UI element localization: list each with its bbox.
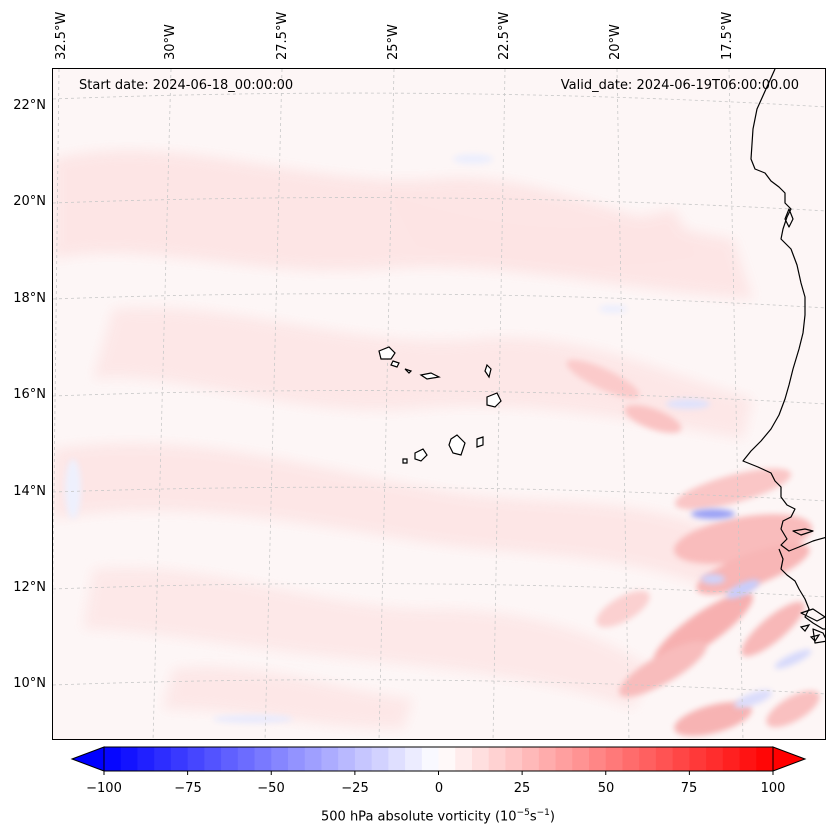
colorbar-segment bbox=[254, 747, 272, 771]
colorbar-segment bbox=[438, 747, 456, 771]
colorbar-segment bbox=[104, 747, 122, 771]
colorbar-segment bbox=[488, 747, 506, 771]
colorbar-segment bbox=[371, 747, 389, 771]
colorbar-segment bbox=[589, 747, 607, 771]
colorbar-segment bbox=[739, 747, 757, 771]
colorbar-segment bbox=[756, 747, 774, 771]
colorbar bbox=[70, 746, 807, 775]
lon-label-30w: 30°W bbox=[163, 24, 178, 60]
colorbar-title-prefix: 500 hPa absolute vorticity (10 bbox=[321, 809, 517, 825]
colorbar-segment bbox=[287, 747, 306, 771]
colorbar-segment bbox=[655, 747, 674, 771]
colorbar-segment bbox=[421, 747, 440, 771]
lat-label-20n: 20°N bbox=[13, 194, 46, 209]
lon-label-32-5w: 32.5°W bbox=[54, 11, 69, 60]
colorbar-segment bbox=[622, 747, 640, 771]
colorbar-segment bbox=[221, 747, 239, 771]
colorbar-title-suffix: ) bbox=[549, 809, 555, 825]
colorbar-segment bbox=[154, 747, 172, 771]
colorbar-segment bbox=[706, 747, 724, 771]
colorbar-segment bbox=[120, 747, 138, 771]
lon-label-22-5w: 22.5°W bbox=[497, 11, 512, 60]
colorbar-segment bbox=[405, 747, 423, 771]
colorbar-segment bbox=[187, 747, 205, 771]
lat-label-10n: 10°N bbox=[13, 676, 46, 691]
colorbar-title: 500 hPa absolute vorticity (10−5s−1) bbox=[238, 808, 638, 824]
colorbar-tick-label: −75 bbox=[174, 781, 202, 796]
colorbar-segment bbox=[538, 747, 557, 771]
colorbar-segment bbox=[522, 747, 540, 771]
colorbar-tick-label: 25 bbox=[513, 781, 531, 796]
colorbar-segment bbox=[237, 747, 256, 771]
colorbar-extend-max bbox=[772, 746, 807, 772]
lat-label-18n: 18°N bbox=[13, 291, 46, 306]
map-panel: Start date: 2024-06-18_00:00:00 Valid_da… bbox=[52, 68, 826, 740]
lat-label-14n: 14°N bbox=[13, 484, 46, 499]
colorbar-tick-label: −100 bbox=[86, 781, 122, 796]
colorbar-segment bbox=[505, 747, 523, 771]
colorbar-tick-label: 0 bbox=[434, 781, 444, 796]
colorbar-segment bbox=[689, 747, 707, 771]
vorticity-field-negative bbox=[65, 154, 812, 723]
colorbar-segment bbox=[722, 747, 741, 771]
colorbar-segment bbox=[555, 747, 573, 771]
colorbar-tick-label: 50 bbox=[597, 781, 615, 796]
vorticity-field-light bbox=[53, 150, 753, 729]
colorbar-segment bbox=[605, 747, 623, 771]
colorbar-title-exp1: −5 bbox=[516, 808, 530, 818]
lon-label-25w: 25°W bbox=[386, 24, 401, 60]
colorbar-segment bbox=[204, 747, 222, 771]
colorbar-ticks bbox=[103, 771, 774, 775]
colorbar-segment bbox=[672, 747, 690, 771]
colorbar-segment bbox=[321, 747, 339, 771]
colorbar-segment bbox=[354, 747, 373, 771]
colorbar-title-mid: s bbox=[529, 809, 537, 825]
lat-label-22n: 22°N bbox=[13, 98, 46, 113]
colorbar-tick-label: 75 bbox=[680, 781, 698, 796]
colorbar-segment bbox=[471, 747, 490, 771]
lon-label-20w: 20°W bbox=[608, 24, 623, 60]
cape-verde-islands bbox=[378, 346, 502, 464]
colorbar-segment bbox=[170, 747, 189, 771]
start-date-label: Start date: 2024-06-18_00:00:00 bbox=[79, 78, 294, 93]
colorbar-tick-label: −25 bbox=[341, 781, 369, 796]
lon-label-17-5w: 17.5°W bbox=[720, 11, 735, 60]
valid-date-label: Valid_date: 2024-06-19T06:00:00.00 bbox=[560, 78, 799, 93]
colorbar-segment bbox=[304, 747, 322, 771]
colorbar-tick-label: −50 bbox=[257, 781, 285, 796]
vorticity-map bbox=[53, 69, 825, 739]
lon-label-27-5w: 27.5°W bbox=[275, 11, 290, 60]
colorbar-segment bbox=[271, 747, 289, 771]
colorbar-segment bbox=[137, 747, 155, 771]
lat-label-12n: 12°N bbox=[13, 580, 46, 595]
coastal-islands-guinea bbox=[799, 624, 821, 642]
graticule bbox=[53, 69, 825, 739]
colorbar-segment bbox=[455, 747, 473, 771]
colorbar-segment bbox=[572, 747, 590, 771]
colorbar-title-exp2: −1 bbox=[536, 808, 550, 818]
lat-label-16n: 16°N bbox=[13, 387, 46, 402]
colorbar-segment bbox=[639, 747, 657, 771]
colorbar-tick-label: 100 bbox=[760, 781, 786, 796]
coastline-africa bbox=[742, 69, 825, 644]
colorbar-segments bbox=[104, 747, 774, 771]
colorbar-segment bbox=[338, 747, 356, 771]
colorbar-extend-min bbox=[70, 746, 105, 772]
colorbar-segment bbox=[388, 747, 406, 771]
